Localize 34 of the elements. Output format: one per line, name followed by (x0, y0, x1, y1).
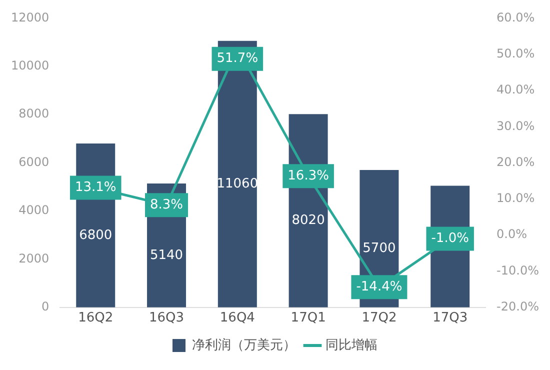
y-tick-label: 8000 (18, 106, 50, 121)
x-tick-label: 17Q2 (362, 310, 397, 326)
y2-tick-label: -10.0% (496, 263, 539, 278)
data-label: 51.7% (216, 51, 258, 66)
y2-tick-label: 10.0% (496, 191, 535, 206)
y2-tick-label: 60.0% (496, 10, 535, 24)
data-label: 6800 (79, 228, 112, 243)
data-label: 5140 (150, 248, 184, 263)
y2-tick-label: 50.0% (496, 46, 535, 60)
x-tick-label: 16Q4 (220, 310, 255, 326)
x-tick-label: 16Q2 (78, 310, 114, 326)
legend-label: 净利润（万美元） (192, 336, 296, 353)
y-tick-label: 0 (42, 300, 50, 314)
y-tick-label: 10000 (10, 58, 50, 73)
data-label: -14.4% (356, 280, 402, 295)
x-tick-label: 17Q3 (432, 310, 468, 326)
y-tick-label: 4000 (18, 203, 50, 218)
y2-tick-label: -20.0% (496, 300, 539, 314)
y-tick-label: 12000 (10, 10, 50, 24)
y-tick-label: 6000 (18, 154, 50, 169)
y2-tick-label: 40.0% (496, 82, 535, 97)
data-label: 13.1% (74, 180, 116, 196)
data-label: 16.3% (288, 168, 329, 184)
y2-tick-label: 30.0% (496, 118, 535, 133)
data-label: -1.0% (431, 231, 469, 246)
x-tick-label: 16Q3 (148, 310, 184, 326)
y2-tick-label: 0.0% (496, 227, 528, 242)
legend-label: 同比增幅 (326, 338, 378, 353)
data-label: 5700 (362, 241, 396, 256)
x-tick-label: 17Q1 (290, 310, 326, 326)
y-tick-label: 2000 (18, 251, 50, 266)
y2-tick-label: 20.0% (496, 154, 535, 169)
data-label: 11060 (216, 176, 258, 192)
data-label: 8020 (292, 213, 325, 228)
